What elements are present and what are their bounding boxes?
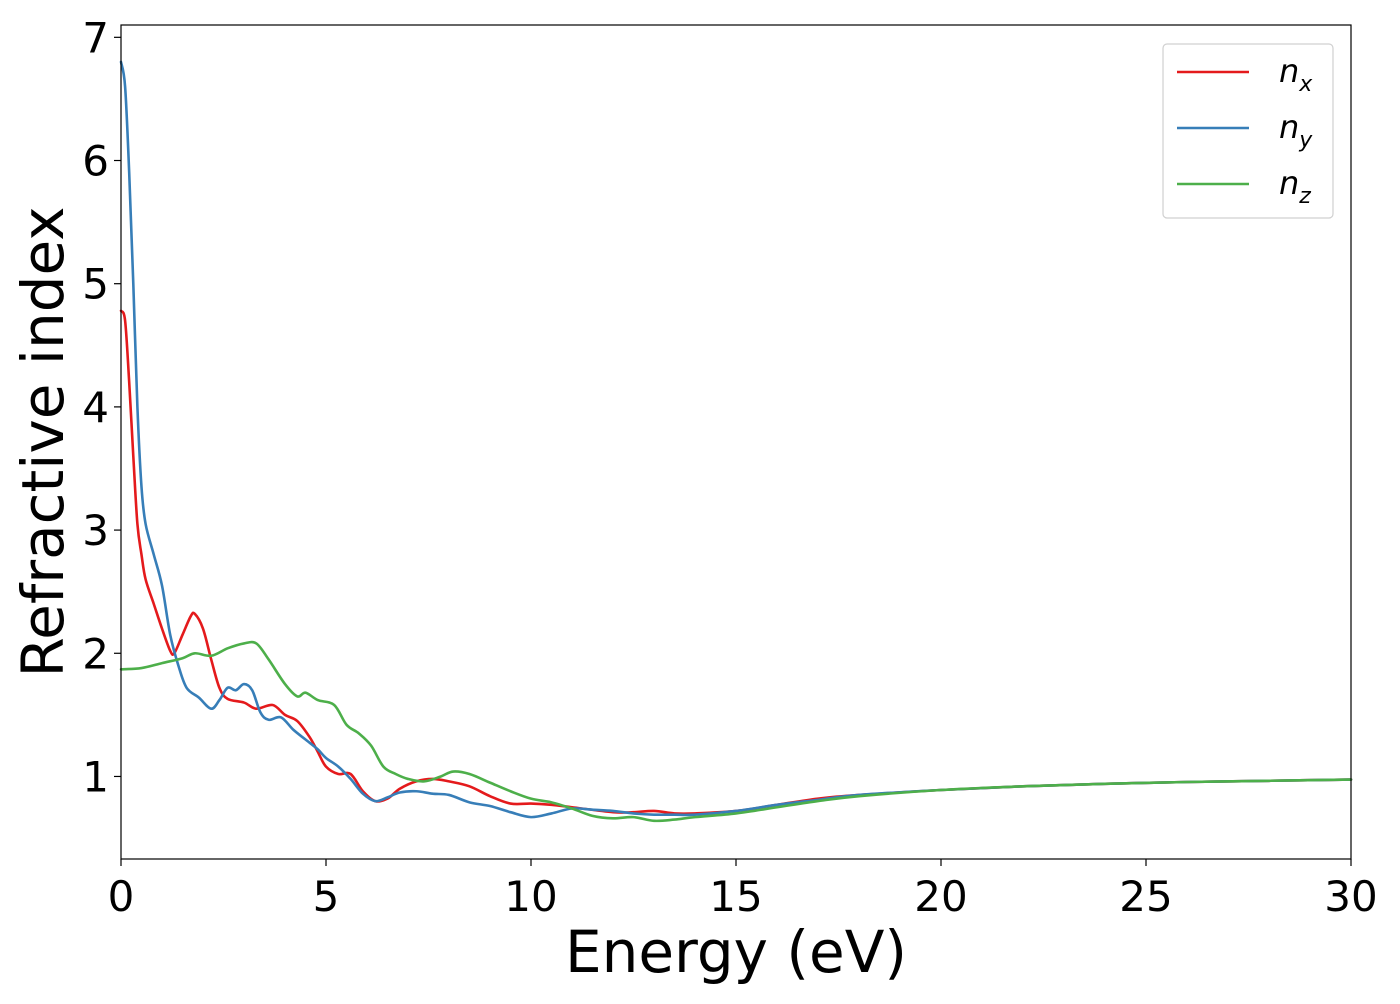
legend-label-ny: ny: [1279, 108, 1313, 153]
y-tick-label: 2: [82, 629, 109, 678]
legend-label-nz: nz: [1279, 164, 1311, 209]
legend-entries: nx ny nz: [1177, 52, 1313, 209]
x-tick-label: 20: [914, 872, 967, 921]
x-tick-label: 0: [108, 872, 135, 921]
x-axis-ticks: 0 5 10 15 20 25 30: [108, 859, 1378, 921]
x-tick-label: 5: [313, 872, 340, 921]
y-axis-title: Refractive index: [9, 206, 77, 677]
y-axis-ticks: 1 2 3 4 5 6 7: [82, 13, 121, 801]
legend-label-nx: nx: [1279, 52, 1313, 97]
y-tick-label: 5: [82, 260, 109, 309]
series-line-nz: [119, 640, 1353, 823]
series-layer: [119, 60, 1353, 823]
x-axis-title: Energy (eV): [565, 918, 907, 986]
y-tick-label: 1: [82, 752, 109, 801]
series-line-ny: [119, 60, 1353, 819]
y-tick-label: 6: [82, 137, 109, 186]
x-tick-label: 30: [1324, 872, 1377, 921]
y-tick-label: 4: [82, 383, 109, 432]
legend: nx ny nz: [1162, 43, 1334, 219]
x-tick-label: 25: [1119, 872, 1172, 921]
x-tick-label: 10: [504, 872, 557, 921]
y-tick-label: 3: [82, 506, 109, 555]
y-tick-label: 7: [82, 13, 109, 62]
legend-box: [1162, 43, 1334, 219]
x-tick-label: 15: [709, 872, 762, 921]
